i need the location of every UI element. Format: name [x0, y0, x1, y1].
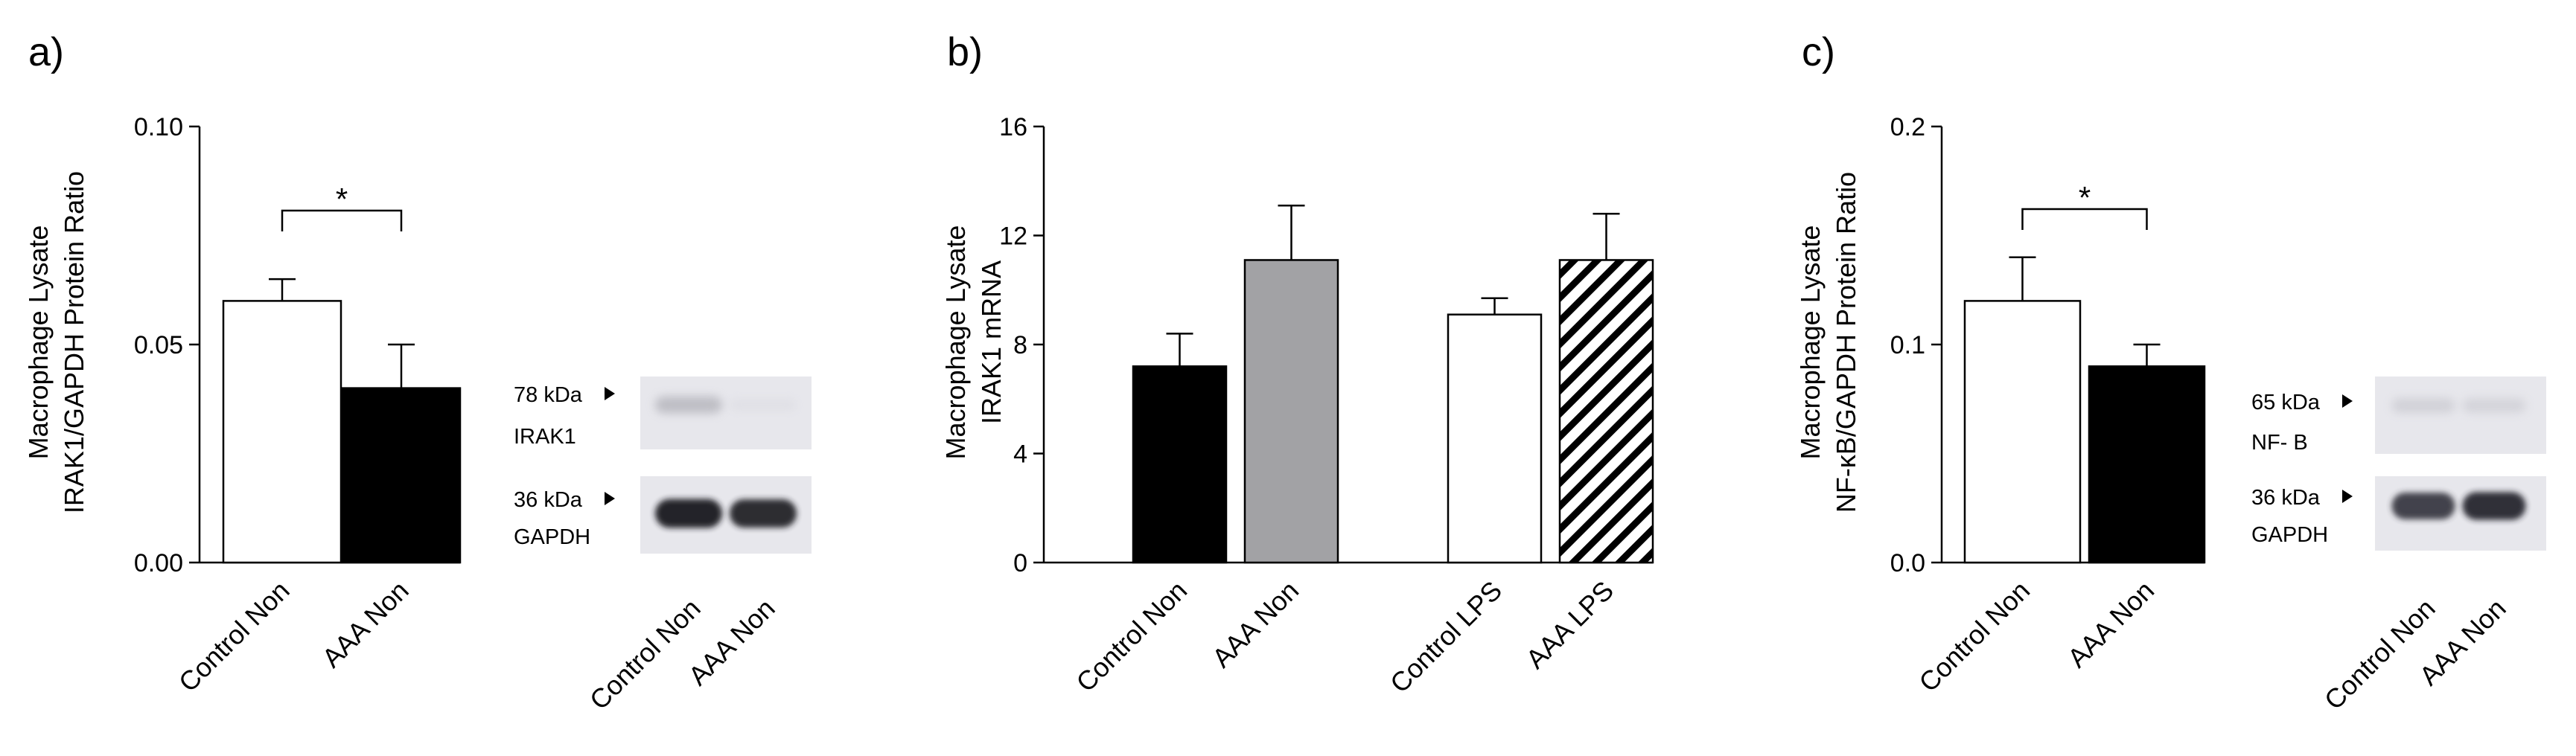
significance-star: * [336, 182, 348, 217]
blot-lane-label: Control Non [2318, 593, 2441, 716]
y-tick-label: 0.05 [134, 331, 183, 359]
blot-strip [2375, 377, 2546, 454]
arrow-right-icon [605, 387, 615, 400]
x-category-label: Control Non [173, 575, 296, 698]
blot-size-label: 78 kDa [514, 383, 583, 407]
blot-band [2391, 398, 2455, 413]
panel-letter: c) [1802, 30, 1835, 74]
y-tick-label: 0 [1013, 549, 1027, 577]
y-tick-label: 0.0 [1890, 549, 1925, 577]
blot-band [730, 398, 797, 411]
blot-protein-label: NF- B [2251, 431, 2308, 455]
blot-size-label: 65 kDa [2251, 391, 2321, 414]
bar [1447, 313, 1543, 564]
y-axis-title: Macrophage Lysate [23, 225, 54, 460]
blot-lane-label: Control Non [584, 593, 707, 716]
panel-letter: a) [28, 30, 64, 74]
y-axis-title: IRAK1 mRNA [976, 260, 1007, 424]
x-category-label: AAA LPS [1520, 575, 1619, 675]
blot-band [2462, 398, 2526, 413]
blot-protein-label: IRAK1 [514, 425, 576, 449]
y-tick-label: 8 [1013, 331, 1027, 359]
bar [1243, 259, 1339, 564]
bar [1132, 365, 1228, 564]
significance-bracket [2021, 208, 2148, 230]
chart-panel-1: a) 0.00 0.05 0.10 Macrophage Lysate IRAK1/GAP… [23, 30, 812, 715]
x-category-label: AAA Non [1206, 575, 1304, 673]
blot-band [655, 396, 722, 414]
x-category-label: AAA Non [2062, 575, 2160, 673]
bar [1558, 259, 1654, 564]
blot-band [2462, 492, 2526, 520]
y-axis-title: NF-κB/GAPDH Protein Ratio [1831, 172, 1861, 513]
x-category-label: Control Non [1070, 575, 1193, 698]
y-tick-label: 0.2 [1890, 113, 1925, 141]
y-tick-label: 0.00 [134, 549, 183, 577]
blot-protein-label: GAPDH [514, 525, 590, 549]
blot-band [655, 499, 722, 528]
y-axis-title: Macrophage Lysate [1795, 225, 1826, 460]
y-tick-label: 12 [999, 222, 1027, 251]
y-tick-label: 0.10 [134, 113, 183, 141]
arrow-right-icon [605, 492, 615, 505]
y-tick-label: 16 [999, 113, 1027, 141]
blot-size-label: 36 kDa [514, 488, 583, 512]
bar [1963, 300, 2082, 564]
panel-letter: b) [947, 30, 983, 74]
bar [222, 300, 342, 564]
blot-size-label: 36 kDa [2251, 486, 2321, 510]
significance-star: * [2079, 180, 2091, 215]
blot-protein-label: GAPDH [2251, 523, 2328, 547]
significance-bracket [281, 209, 403, 231]
x-category-label: AAA Non [316, 575, 414, 673]
bar [2088, 365, 2206, 564]
y-tick-label: 0.1 [1890, 331, 1925, 359]
x-category-label: Control Non [1913, 575, 2035, 698]
arrow-right-icon [2342, 394, 2353, 408]
y-tick-label: 4 [1013, 441, 1027, 469]
bar [341, 387, 462, 564]
y-axis-title: IRAK1/GAPDH Protein Ratio [59, 171, 89, 513]
y-axis-title: Macrophage Lysate [940, 225, 971, 460]
arrow-right-icon [2342, 490, 2353, 503]
blot-band [2391, 492, 2455, 520]
chart-panel-2: b) 0 4 8 12 16 Macrophage Lysate IRAK1 mRNA Cont… [940, 30, 1654, 699]
chart-panel-3: c) 0.0 0.1 0.2 Macrophage Lysate NF-κB/GAPDH … [1795, 30, 2546, 715]
blot-band [730, 499, 797, 528]
x-category-label: Control LPS [1384, 575, 1508, 699]
